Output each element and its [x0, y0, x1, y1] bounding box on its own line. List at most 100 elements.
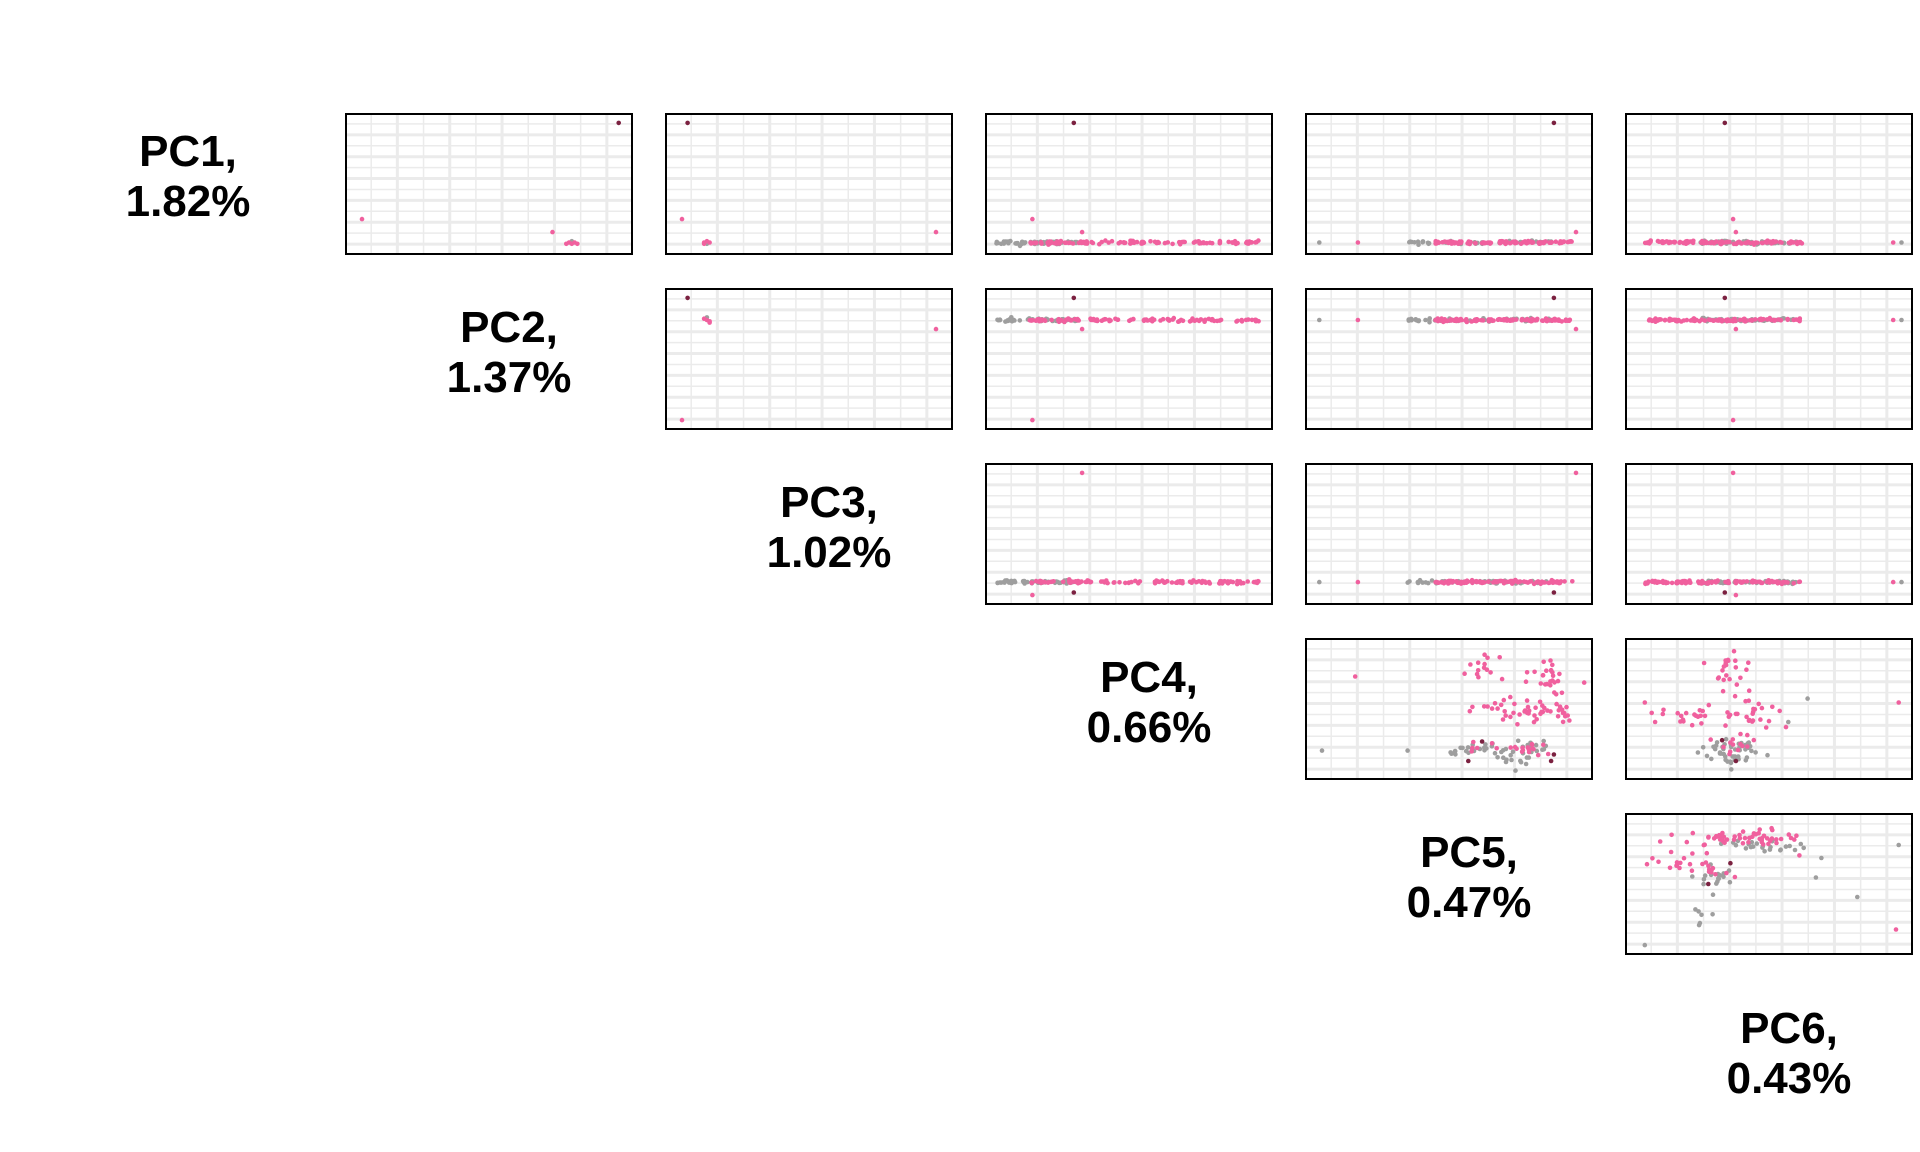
scatter-point-pink [1467, 708, 1473, 714]
scatter-point-pink [1230, 579, 1236, 585]
scatter-point-pink [1099, 239, 1104, 245]
scatter-point-pink [1218, 317, 1224, 323]
scatter-point-pink [1198, 317, 1204, 322]
scatter-point-pink [1744, 714, 1749, 720]
scatter-point-pink [1552, 690, 1557, 695]
scatter-point-pink [1745, 744, 1750, 749]
scatter-point-gray [1317, 240, 1322, 245]
scatter-point-pink [1472, 240, 1478, 246]
scatter-point-pink [1742, 835, 1748, 841]
scatter-point-pink [1498, 578, 1504, 584]
scatter-point-pink [1779, 240, 1784, 245]
panel-background [985, 113, 1273, 255]
scatter-point-pink [1677, 239, 1683, 245]
scatter-panel-pc2-vs-pc5 [1305, 288, 1593, 430]
panel-background [345, 113, 633, 255]
scatter-point-pink [1435, 239, 1441, 245]
diag-label-pc6-variance: 0.43% [1726, 1054, 1852, 1103]
scatter-point-pink [1485, 655, 1490, 661]
scatter-point-gray [1423, 317, 1428, 323]
scatter-point-pink [1095, 318, 1100, 324]
panel-grid [1625, 638, 1913, 780]
scatter-point-gray [1484, 746, 1489, 751]
panel-border [665, 113, 953, 255]
scatter-point-pink [1667, 865, 1673, 871]
scatter-point-pink [1524, 241, 1529, 246]
scatter-point-pink [1030, 216, 1035, 222]
scatter-point-dark [1728, 860, 1733, 866]
scatter-panel-pc3-vs-pc6 [1625, 463, 1913, 605]
panel-background [985, 288, 1273, 430]
scatter-point-pink [1683, 241, 1689, 246]
scatter-panel-pc1-vs-pc5 [1305, 113, 1593, 255]
scatter-point-pink [1656, 579, 1662, 585]
scatter-point-pink [1163, 580, 1168, 585]
scatter-point-pink [1745, 732, 1750, 738]
scatter-point-pink [1502, 579, 1508, 585]
scatter-point-pink [1730, 742, 1736, 747]
scatter-point-pink [1732, 693, 1738, 699]
scatter-point-pink [1525, 580, 1531, 585]
panel-background [1305, 288, 1593, 430]
scatter-point-pink [1547, 240, 1552, 245]
scatter-point-pink [1706, 580, 1711, 585]
scatter-point-pink [1761, 833, 1767, 839]
scatter-point-pink [1531, 719, 1537, 725]
scatter-point-pink [1646, 318, 1652, 323]
scatter-panel-svg [1625, 288, 1913, 430]
panel-border [1625, 813, 1913, 955]
scatter-point-gray [1714, 740, 1720, 745]
scatter-point-pink [1148, 239, 1153, 244]
scatter-point-pink [1436, 580, 1441, 585]
scatter-point-pink [1704, 850, 1710, 856]
scatter-point-pink [1777, 708, 1782, 714]
scatter-point-pink [1541, 742, 1546, 748]
scatter-point-gray [1012, 318, 1017, 323]
scatter-point-pink [1757, 827, 1762, 832]
scatter-point-pink [1733, 658, 1738, 663]
scatter-point-gray [1730, 754, 1735, 759]
scatter-point-gray [1798, 841, 1804, 847]
scatter-point-pink [1180, 580, 1185, 586]
panel-border [1625, 463, 1913, 605]
scatter-point-gray [1513, 768, 1518, 773]
scatter-point-gray [1056, 580, 1062, 585]
scatter-point-gray [1427, 316, 1432, 321]
scatter-point-pink [1256, 238, 1261, 243]
scatter-point-pink [1030, 417, 1035, 423]
scatter-point-pink [1241, 580, 1246, 586]
scatter-point-gray [1813, 875, 1819, 880]
scatter-point-pink [1552, 580, 1558, 585]
scatter-point-pink [1774, 840, 1779, 846]
scatter-point-pink [1573, 326, 1579, 332]
scatter-panel-pc2-vs-pc3 [665, 288, 953, 430]
scatter-panel-svg [985, 113, 1273, 255]
scatter-point-pink [1738, 741, 1743, 747]
scatter-point-pink [1106, 240, 1111, 245]
scatter-point-dark [1722, 120, 1728, 126]
scatter-point-pink [1682, 579, 1688, 585]
scatter-point-gray [1749, 748, 1754, 754]
scatter-point-pink [1355, 240, 1361, 245]
scatter-point-pink [1510, 317, 1515, 322]
panel-border [985, 463, 1273, 605]
scatter-point-pink [1652, 719, 1658, 725]
scatter-point-pink [1717, 317, 1722, 322]
scatter-panel-pc5-vs-pc6 [1625, 813, 1913, 955]
scatter-point-pink [1738, 675, 1743, 681]
scatter-point-gray [1420, 239, 1426, 245]
scatter-point-pink [1681, 855, 1687, 861]
scatter-point-pink [1474, 579, 1480, 584]
scatter-point-gray [1407, 239, 1412, 245]
scatter-point-dark [1551, 120, 1557, 126]
scatter-point-pink [1534, 580, 1539, 585]
panel-grid [985, 288, 1273, 430]
scatter-point-pink [1465, 579, 1471, 585]
scatter-point-gray [1749, 839, 1755, 845]
scatter-point-pink [1524, 698, 1530, 703]
scatter-point-pink [1174, 580, 1180, 586]
scatter-point-dark [1466, 758, 1471, 764]
scatter-point-pink [1484, 667, 1490, 672]
scatter-point-pink [1075, 578, 1081, 584]
scatter-point-pink [1661, 707, 1666, 713]
